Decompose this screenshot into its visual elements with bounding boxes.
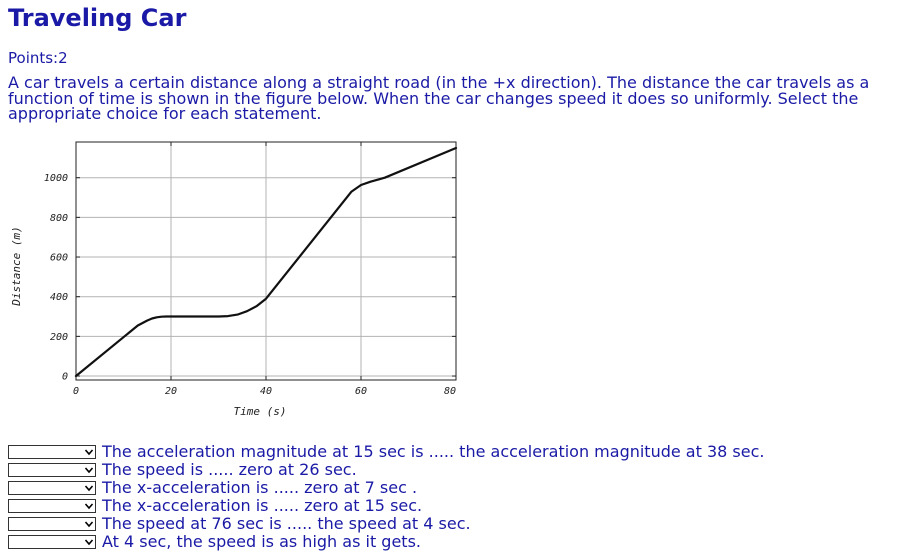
statement-row: The x-acceleration is ..... zero at 15 s…	[8, 497, 898, 515]
chevron-down-icon	[83, 500, 95, 512]
points-label: Points:2	[8, 49, 68, 67]
y-tick-label: 800	[50, 213, 68, 224]
chevron-down-icon	[83, 464, 95, 476]
y-tick-label: 0	[62, 372, 68, 383]
statement-text: At 4 sec, the speed is as high as it get…	[102, 532, 421, 551]
statement-text: The x-acceleration is ..... zero at 7 se…	[102, 478, 418, 497]
statement-list: The acceleration magnitude at 15 sec is …	[8, 443, 898, 551]
distance-time-figure: 0 20 40 60 80 0 200 400 600 800 1000 Time (s) Distan…	[0, 130, 470, 425]
y-tick-label: 200	[50, 332, 68, 343]
chevron-down-icon	[83, 536, 95, 548]
x-tick-label: 80	[444, 386, 456, 397]
statement-text: The speed is ..... zero at 26 sec.	[102, 460, 357, 479]
answer-dropdown[interactable]	[8, 499, 96, 513]
answer-dropdown[interactable]	[8, 517, 96, 531]
x-tick-label: 20	[165, 386, 177, 397]
statement-row: At 4 sec, the speed is as high as it get…	[8, 533, 898, 551]
chevron-down-icon	[83, 518, 95, 530]
x-axis-label: Time (s)	[234, 405, 287, 418]
x-tick-label: 40	[260, 386, 272, 397]
distance-curve	[74, 146, 458, 378]
y-axis-label: Distance (m)	[10, 226, 23, 306]
y-tick-label: 400	[50, 292, 68, 303]
y-tick-label: 600	[50, 253, 68, 264]
problem-text: A car travels a certain distance along a…	[8, 73, 870, 123]
statement-text: The x-acceleration is ..... zero at 15 s…	[102, 496, 423, 515]
answer-dropdown[interactable]	[8, 535, 96, 549]
statement-row: The speed at 76 sec is ..... the speed a…	[8, 515, 898, 533]
statement-row: The x-acceleration is ..... zero at 7 se…	[8, 479, 898, 497]
answer-dropdown[interactable]	[8, 445, 96, 459]
statement-row: The acceleration magnitude at 15 sec is …	[8, 443, 898, 461]
statement-text: The acceleration magnitude at 15 sec is …	[102, 442, 765, 461]
statement-text: The speed at 76 sec is ..... the speed a…	[102, 514, 471, 533]
y-tick-label: 1000	[44, 173, 68, 184]
x-tick-label: 0	[73, 386, 79, 397]
answer-dropdown[interactable]	[8, 463, 96, 477]
page-title: Traveling Car	[8, 4, 187, 32]
chevron-down-icon	[83, 446, 95, 458]
chevron-down-icon	[83, 482, 95, 494]
answer-dropdown[interactable]	[8, 481, 96, 495]
statement-row: The speed is ..... zero at 26 sec.	[8, 461, 898, 479]
x-tick-label: 60	[355, 386, 367, 397]
